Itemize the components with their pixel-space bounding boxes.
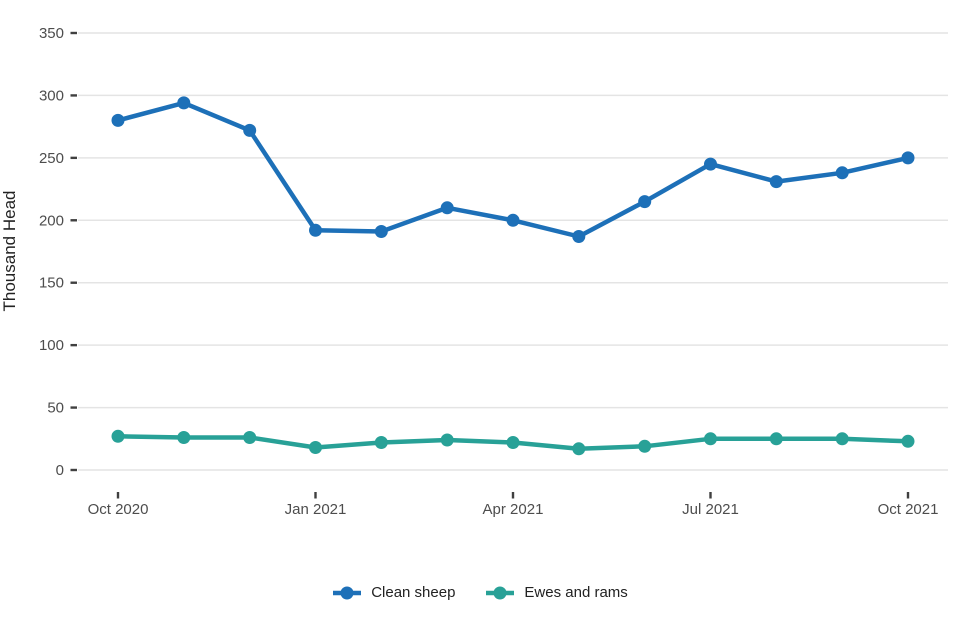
data-point-clean-sheep-10: [769, 175, 783, 189]
data-point-clean-sheep-9: [704, 157, 717, 171]
data-point-ewes-and-rams-6: [506, 436, 520, 449]
data-point-ewes-and-rams-2: [243, 431, 257, 444]
data-point-ewes-and-rams-7: [572, 442, 586, 456]
y-tick-label-350: 350: [39, 25, 64, 42]
data-point-ewes-and-rams-12: [901, 434, 915, 448]
data-point-ewes-and-rams-9: [704, 432, 717, 446]
data-point-ewes-and-rams-4: [374, 436, 388, 449]
data-point-clean-sheep-2: [243, 123, 257, 137]
x-tick-label-oct-2021: Oct 2021: [878, 501, 939, 518]
data-point-clean-sheep-0: [111, 113, 125, 127]
legend-label-clean-sheep: Clean sheep: [371, 584, 456, 601]
legend-item-clean-sheep[interactable]: Clean sheep: [332, 584, 455, 601]
data-point-ewes-and-rams-8: [638, 439, 652, 453]
x-tick-label-apr-2021: Apr 2021: [483, 501, 544, 518]
x-tick-label-jul-2021: Jul 2021: [682, 501, 739, 518]
legend-item-ewes-and-rams[interactable]: Ewes and rams: [485, 584, 628, 601]
y-axis-title: Thousand Head: [0, 190, 19, 312]
data-point-ewes-and-rams-1: [177, 431, 191, 444]
data-point-ewes-and-rams-3: [309, 441, 322, 454]
y-tick-label-50: 50: [47, 400, 64, 417]
data-point-clean-sheep-4: [374, 225, 388, 238]
line-chart: 0 50 100 150 200 250 300 350 Oct 2020 Jan 2021 Apr…: [39, 25, 948, 518]
x-tick-label-jan-2021: Jan 2021: [285, 501, 347, 518]
legend-label-ewes-and-rams: Ewes and rams: [524, 584, 628, 601]
y-tick-label-150: 150: [39, 275, 64, 292]
legend-marker-ewes-and-rams: [486, 586, 515, 599]
data-point-clean-sheep-1: [177, 96, 191, 110]
x-tick-label-oct-2020: Oct 2020: [88, 501, 149, 518]
data-point-ewes-and-rams-5: [440, 433, 454, 447]
y-tick-label-300: 300: [39, 87, 64, 104]
y-tick-label-250: 250: [39, 150, 64, 167]
data-point-ewes-and-rams-0: [111, 429, 125, 443]
data-point-clean-sheep-8: [638, 195, 652, 209]
data-point-ewes-and-rams-11: [835, 432, 849, 446]
y-tick-label-0: 0: [56, 462, 64, 479]
legend-marker-clean-sheep: [333, 586, 362, 599]
data-point-ewes-and-rams-10: [769, 432, 783, 446]
y-tick-label-100: 100: [39, 337, 64, 354]
data-point-clean-sheep-3: [309, 223, 322, 237]
data-point-clean-sheep-5: [440, 201, 454, 215]
data-point-clean-sheep-12: [901, 151, 915, 165]
data-point-clean-sheep-7: [572, 230, 586, 243]
y-tick-label-200: 200: [39, 212, 64, 229]
data-point-clean-sheep-11: [835, 166, 849, 180]
data-point-clean-sheep-6: [506, 213, 520, 227]
chart-legend: Clean sheep Ewes and rams: [0, 584, 960, 601]
